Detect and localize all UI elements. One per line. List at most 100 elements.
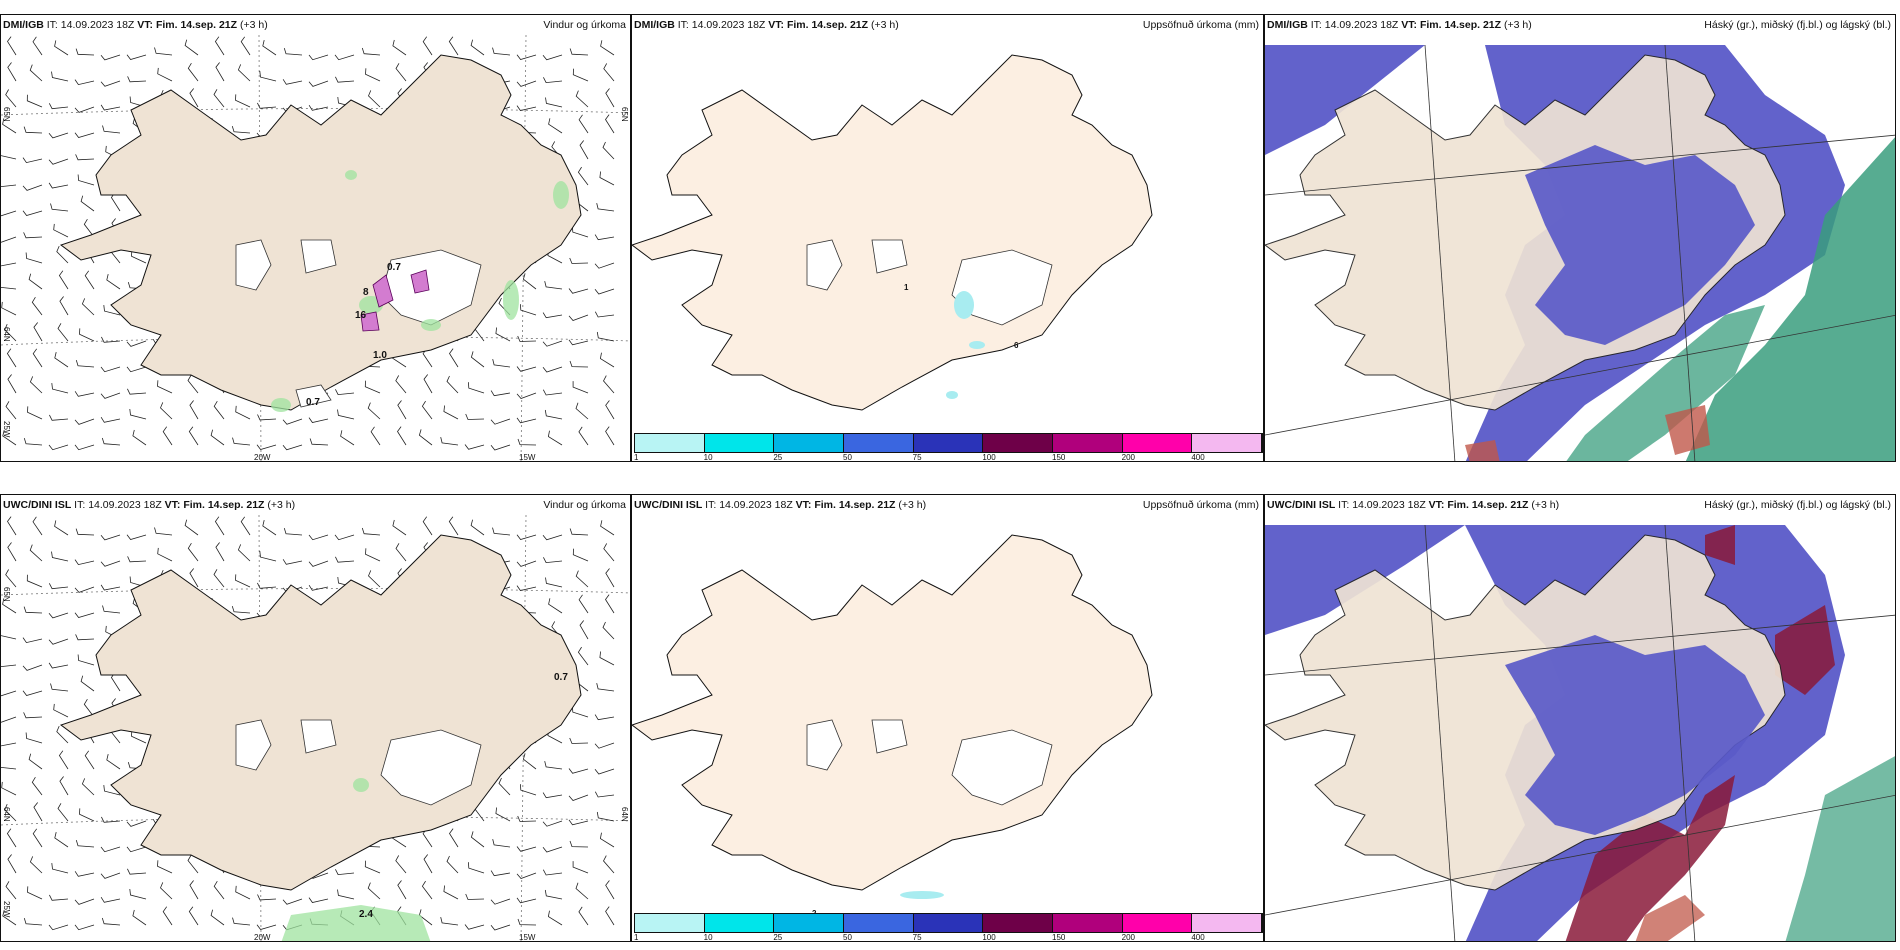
wind-barb	[578, 906, 589, 926]
wind-barb	[74, 132, 95, 138]
wind-barb	[517, 335, 537, 342]
wind-barb	[77, 174, 95, 186]
wind-barb	[605, 88, 615, 108]
wind-barb	[575, 882, 589, 900]
wind-barb	[464, 444, 485, 450]
colorbar-tick: 50	[843, 933, 852, 942]
wind-barb	[237, 544, 251, 562]
wind-barb	[48, 583, 69, 590]
wind-barb	[33, 802, 43, 822]
wind-barb	[572, 68, 589, 82]
panel-title: DMI/IGB IT: 14.09.2023 18Z VT: Fim. 14.s…	[1267, 19, 1532, 31]
wind-barb	[596, 811, 615, 822]
wind-barb	[184, 39, 199, 56]
wind-barb	[2, 430, 17, 446]
wind-barb	[594, 791, 615, 798]
wind-barb	[26, 574, 43, 588]
wind-barb	[58, 750, 69, 770]
wind-barb	[575, 570, 589, 588]
wind-barb	[100, 584, 121, 591]
wind-barb	[31, 296, 43, 316]
colorbar-tick: 400	[1191, 453, 1205, 462]
lat-label: 64N	[2, 807, 11, 822]
wind-barb	[569, 48, 589, 56]
colorbar-segment	[1122, 914, 1193, 932]
wind-barb	[101, 917, 121, 926]
wind-barb	[7, 854, 17, 874]
panel-product: Uppsöfnuð úrkoma (mm)	[1142, 499, 1259, 511]
colorbar-segment	[1192, 434, 1262, 452]
lon-label: 15W	[519, 453, 536, 462]
wind-barb	[516, 54, 537, 60]
wind-barb	[162, 426, 173, 446]
wind-barb	[22, 637, 43, 644]
wind-barb	[443, 405, 459, 420]
wind-barb	[522, 753, 537, 770]
wind-barb	[188, 426, 199, 446]
wind-barb	[81, 778, 95, 796]
lon-label: 15W	[519, 933, 536, 942]
wind-barb	[548, 598, 563, 614]
wind-barb	[308, 417, 329, 423]
wind-barb	[84, 750, 95, 770]
wind-barb	[215, 542, 225, 562]
panel-product: Vindur og úrkoma	[543, 19, 626, 31]
colorbar-tick: 200	[1121, 933, 1136, 942]
wind-barb	[129, 888, 147, 900]
wind-barb	[1, 262, 17, 267]
wind-barb	[569, 528, 589, 536]
wind-barb	[7, 516, 17, 536]
wind-barb	[397, 400, 407, 420]
wind-barb	[395, 543, 407, 562]
wind-barb	[282, 444, 303, 451]
wind-barb	[48, 638, 69, 645]
wind-barb	[22, 157, 43, 164]
wind-barb	[367, 882, 381, 900]
wind-barb	[465, 893, 485, 900]
wind-barb	[210, 909, 225, 926]
wind-barb	[235, 885, 251, 900]
precip-value: 16	[355, 310, 367, 321]
wind-barb	[259, 551, 277, 562]
wind-barb	[75, 48, 95, 56]
wind-barb	[421, 880, 433, 900]
wind-barb	[544, 409, 563, 420]
wind-barb	[395, 855, 407, 874]
wind-barb	[59, 296, 69, 316]
wind-barb	[100, 366, 121, 373]
wind-barb	[544, 761, 563, 770]
wind-barb	[308, 54, 329, 61]
wind-barb	[5, 881, 17, 900]
wind-barb	[54, 40, 69, 56]
wind-barb	[127, 388, 147, 395]
wind-barb	[448, 516, 459, 536]
wind-barb	[257, 582, 277, 589]
wind-barb	[157, 67, 173, 82]
wind-barb	[213, 89, 225, 108]
wind-barb	[470, 519, 485, 536]
wind-barb	[53, 703, 69, 718]
wind-barb	[594, 714, 615, 721]
wind-barb	[157, 860, 173, 874]
wind-barb	[56, 245, 69, 264]
wind-barb	[256, 924, 277, 930]
colorbar-segment	[843, 914, 914, 932]
wind-barb	[160, 402, 173, 420]
wind-barb	[308, 80, 329, 87]
wind-barb	[7, 36, 17, 56]
colorbar-tick: 1	[634, 933, 639, 942]
wind-barb	[578, 114, 589, 134]
wind-barb	[605, 114, 615, 134]
wind-barb	[213, 400, 225, 420]
wind-barb	[5, 569, 17, 588]
wind-barb	[464, 924, 485, 930]
colorbar-tick: 150	[1052, 933, 1066, 942]
colorbar-segment	[1052, 914, 1123, 932]
wind-barb	[282, 418, 303, 425]
iceland-land	[632, 534, 1153, 891]
colorbar-segment	[983, 434, 1053, 452]
wind-barb	[79, 328, 95, 342]
wind-barb	[365, 68, 381, 82]
wind-barb	[51, 551, 69, 562]
wind-barb	[599, 651, 615, 666]
